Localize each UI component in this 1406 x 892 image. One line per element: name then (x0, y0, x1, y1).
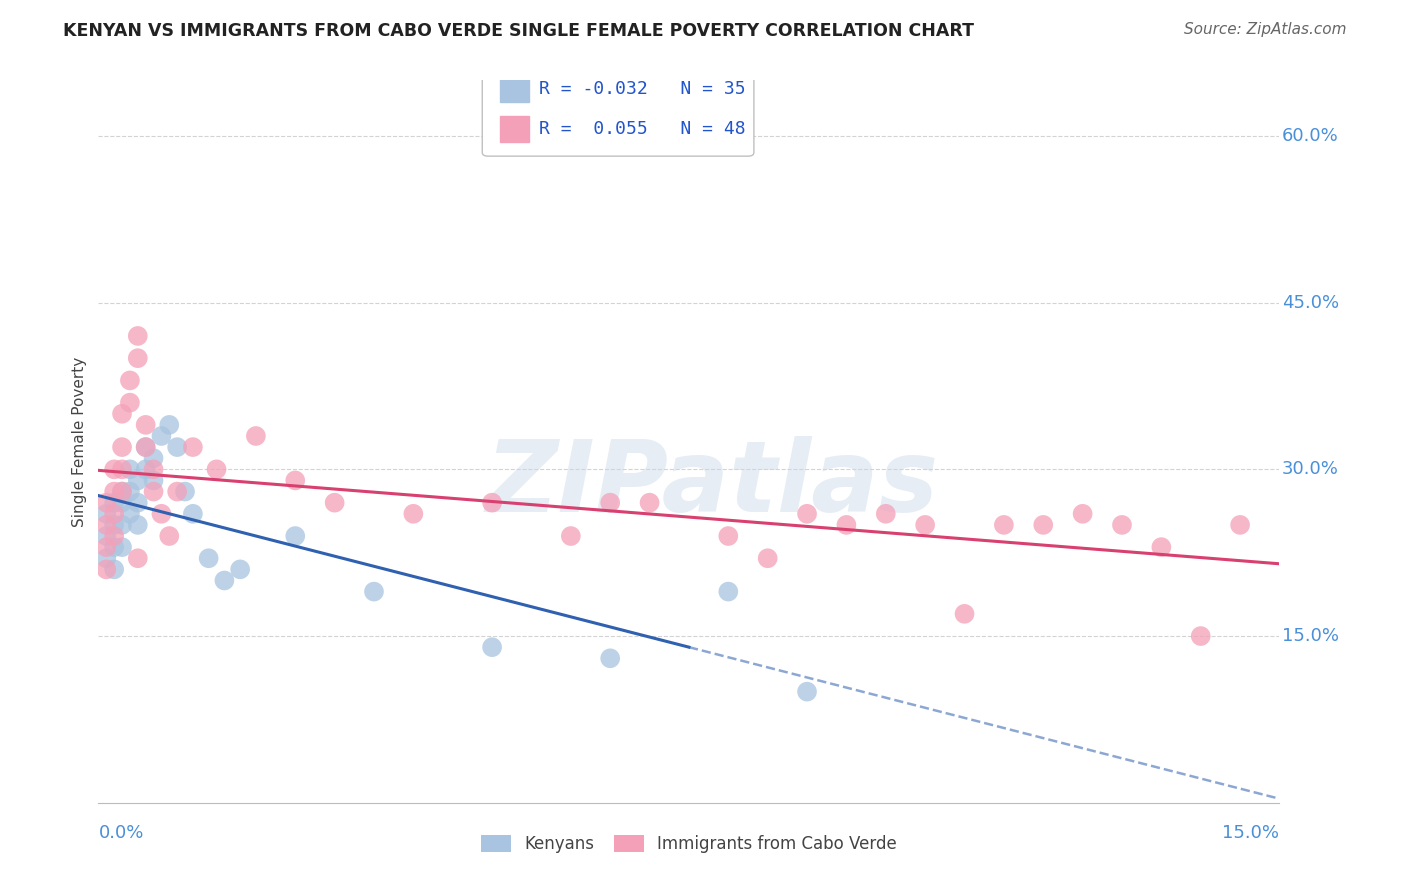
Point (796, 684, 818, 698)
Point (993, 517, 1015, 532)
Point (118, 462, 141, 476)
Point (796, 507, 818, 521)
Point (1189, 629, 1212, 643)
Point (284, 474, 307, 488)
Text: 45.0%: 45.0% (1282, 293, 1339, 311)
Point (599, 651, 621, 665)
Point (1229, 517, 1251, 532)
Text: R =  0.055   N = 48: R = 0.055 N = 48 (538, 120, 745, 138)
Point (103, 529, 125, 543)
Point (717, 529, 740, 543)
Text: 30.0%: 30.0% (1282, 460, 1339, 478)
Point (284, 529, 307, 543)
Point (756, 551, 779, 566)
Point (96, 517, 118, 532)
Legend: Kenyans, Immigrants from Cabo Verde: Kenyans, Immigrants from Cabo Verde (474, 828, 904, 860)
Point (245, 429, 267, 443)
Point (402, 507, 425, 521)
Point (953, 607, 976, 621)
Point (96, 529, 118, 543)
Point (127, 474, 149, 488)
Point (174, 484, 197, 499)
Point (111, 462, 134, 476)
Point (118, 373, 141, 387)
Point (205, 462, 228, 476)
Point (481, 640, 503, 655)
Point (127, 551, 149, 566)
Point (229, 562, 252, 576)
Point (127, 329, 149, 343)
Point (717, 584, 740, 599)
Point (111, 440, 134, 454)
Bar (501, 76, 530, 103)
Bar (501, 116, 530, 142)
Text: 60.0%: 60.0% (1282, 127, 1339, 145)
Point (181, 507, 204, 521)
Point (96, 507, 118, 521)
Point (481, 496, 503, 510)
Point (103, 507, 125, 521)
Point (118, 507, 141, 521)
Point (96, 496, 118, 510)
Point (142, 474, 165, 488)
Point (166, 440, 188, 454)
Point (103, 562, 125, 576)
Point (1032, 517, 1054, 532)
Point (914, 517, 936, 532)
Point (363, 584, 385, 599)
Point (135, 462, 157, 476)
Text: 15.0%: 15.0% (1222, 824, 1279, 842)
Point (135, 440, 157, 454)
Point (127, 351, 149, 366)
Point (181, 440, 204, 454)
Point (560, 529, 582, 543)
Point (103, 484, 125, 499)
Point (638, 496, 661, 510)
Y-axis label: Single Female Poverty: Single Female Poverty (72, 357, 87, 526)
Point (111, 484, 134, 499)
Point (96, 551, 118, 566)
Point (111, 540, 134, 554)
Point (142, 484, 165, 499)
Text: Source: ZipAtlas.com: Source: ZipAtlas.com (1184, 22, 1347, 37)
Point (96, 540, 118, 554)
Point (150, 507, 173, 521)
Point (1071, 507, 1094, 521)
Point (1150, 540, 1173, 554)
Point (135, 440, 157, 454)
Point (835, 517, 858, 532)
Point (875, 507, 897, 521)
Point (142, 451, 165, 466)
Point (118, 395, 141, 409)
Point (157, 417, 180, 432)
Point (150, 429, 173, 443)
Point (127, 517, 149, 532)
Text: 15.0%: 15.0% (1282, 627, 1339, 645)
Point (323, 496, 346, 510)
Point (142, 462, 165, 476)
Point (111, 496, 134, 510)
Point (96, 562, 118, 576)
Point (103, 462, 125, 476)
Point (111, 484, 134, 499)
Text: 0.0%: 0.0% (98, 824, 143, 842)
Text: KENYAN VS IMMIGRANTS FROM CABO VERDE SINGLE FEMALE POVERTY CORRELATION CHART: KENYAN VS IMMIGRANTS FROM CABO VERDE SIN… (63, 22, 974, 40)
Point (197, 551, 219, 566)
Point (103, 496, 125, 510)
Point (166, 484, 188, 499)
Point (214, 574, 236, 588)
Point (103, 517, 125, 532)
Text: ZIPatlas: ZIPatlas (486, 436, 939, 533)
Point (157, 529, 180, 543)
Point (111, 407, 134, 421)
Point (1111, 517, 1133, 532)
Point (118, 484, 141, 499)
Point (127, 496, 149, 510)
Point (135, 417, 157, 432)
FancyBboxPatch shape (482, 62, 754, 156)
Point (111, 517, 134, 532)
Point (599, 496, 621, 510)
Text: R = -0.032   N = 35: R = -0.032 N = 35 (538, 80, 745, 98)
Point (103, 540, 125, 554)
